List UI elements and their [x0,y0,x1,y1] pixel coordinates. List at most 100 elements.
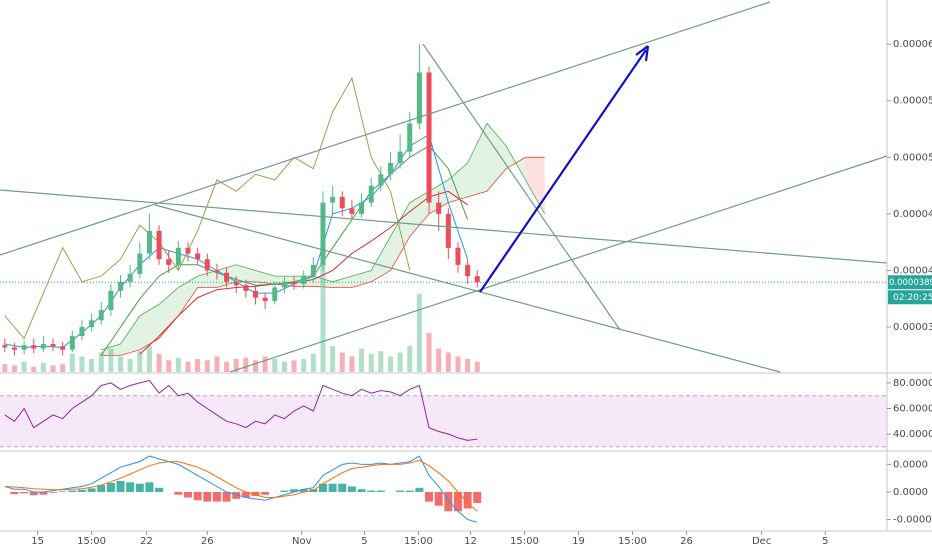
candle-body [445,213,451,248]
candle-body [204,259,210,271]
volume-bar [204,360,210,372]
volume-bar [214,356,220,372]
last-price-box [888,275,932,290]
volume-bar [195,359,201,372]
volume-bar [397,352,403,372]
candle-body [310,264,316,277]
histogram-bar [463,491,472,509]
histogram-bar [29,491,38,496]
countdown-label: 02:20:25 [893,293,932,303]
x-tick-label: 15 [31,536,44,547]
histogram-bar [376,490,385,492]
candle-body [407,123,413,152]
volume-bar [79,356,85,372]
volume-bar [118,356,124,372]
cloud-fill [409,191,430,237]
candle-body [98,310,104,321]
volume-bar [474,361,480,372]
y-tick-label: 0.00004000 [893,265,932,276]
histogram-bar [396,490,405,492]
candle-body [272,287,278,302]
volume-bar [108,348,114,372]
histogram-bar [212,491,221,502]
candle-body [436,202,442,214]
volume-bar [175,357,181,372]
y-tick-label: 0.0000 [893,487,928,498]
histogram-bar [135,483,144,492]
histogram-bar [68,490,77,492]
volume-bar [426,333,432,372]
candle-body [262,297,268,302]
histogram-bar [193,491,202,501]
candle-body [195,253,201,260]
candle-body [79,327,85,337]
candle-body [281,281,287,288]
volume-bar [281,361,287,372]
volume-bar [349,356,355,372]
volume-bar [436,348,442,372]
histogram-bar [97,485,106,492]
histogram-bar [126,482,135,492]
histogram-bar [299,489,308,492]
rsi-band [0,395,887,447]
y-tick-label: 0.00003500 [893,322,932,333]
candle-body [378,174,384,186]
arrow-head [635,45,650,62]
candle-body [175,247,181,265]
candle-body [455,247,461,265]
volume-bar [146,346,152,372]
histogram-bar [280,490,289,492]
channel-upper [0,1,771,256]
candle-body [397,151,403,163]
volume-bar [89,359,95,372]
histogram-bar [241,491,250,498]
candle-body [31,345,37,349]
candle-body [118,281,124,291]
indicator-line [4,76,411,340]
candle-body [146,230,152,254]
histogram-bar [87,488,96,492]
y-tick-label: 0.00006000 [893,39,932,50]
x-tick-label: 26 [201,536,214,547]
cloud-fill [467,123,487,197]
volume-bar [262,356,268,372]
histogram-bar [203,491,212,502]
cloud-fill [390,202,410,271]
candle-body [320,202,326,265]
candle-body [252,290,258,298]
volume-bar [60,364,66,372]
x-tick-label: 5 [361,536,367,547]
histogram-bar [318,483,327,492]
last-price-label: 0.00003896 [889,278,932,288]
cloud-fill [486,123,507,192]
signal-line [4,459,478,512]
volume-bar [252,360,258,372]
volume-bar [224,361,230,372]
volume-bar [31,366,37,372]
volume-bar [11,365,17,372]
candle-body [426,72,432,203]
volume-bar [156,353,162,372]
cloud-fill [178,276,198,316]
cloud-fill [313,276,333,288]
macd-line [4,455,478,523]
candle-body [11,347,17,350]
volume-bar [310,353,316,372]
cloud-fill [101,344,121,356]
trend-line [0,189,888,264]
cloud-span-a [101,122,546,351]
volume-bar [127,359,133,372]
x-tick-label: 5 [822,536,828,547]
volume-bar [40,362,46,372]
histogram-bar [184,491,193,498]
x-tick-label: 15:00 [404,536,433,547]
price-pane [0,44,887,372]
histogram-bar [155,487,164,492]
histogram-bar [473,491,482,503]
histogram-bar [347,486,356,492]
volume-bar [330,346,336,372]
trend-line [422,43,621,331]
candle-body [185,247,191,254]
y-tick-label: 80.0000 [893,378,932,389]
